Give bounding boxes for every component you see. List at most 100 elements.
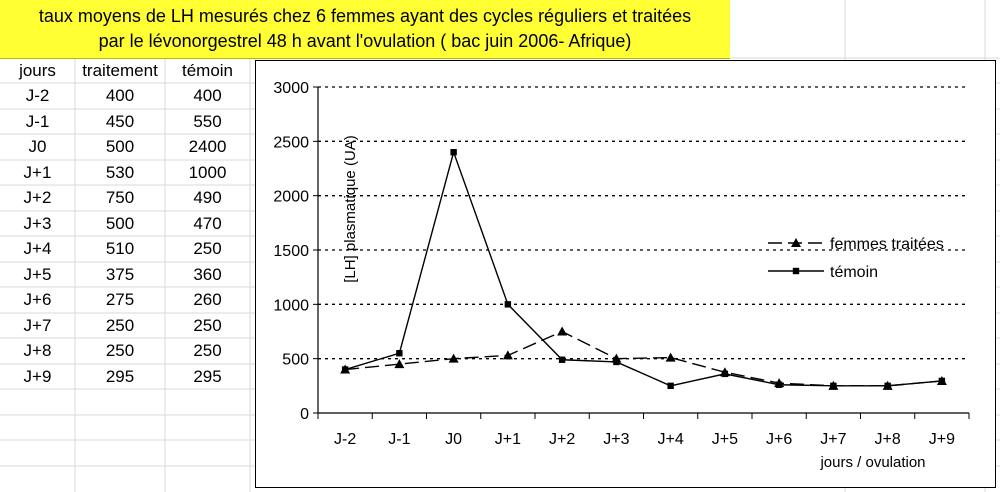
table-row: J-1 450 550 [0, 109, 250, 135]
table-cell[interactable]: 400 [105, 86, 135, 106]
series-temoin [341, 149, 946, 390]
x-tick-label: J-2 [334, 431, 356, 448]
table-cell[interactable]: J+5 [23, 264, 52, 284]
y-tick-label: 1000 [273, 297, 309, 314]
x-axis-label: jours / ovulation [819, 454, 925, 471]
table-header-row: jours traitement témoin [0, 58, 250, 84]
legend: femmes traitées témoin [768, 236, 944, 281]
data-point [667, 382, 674, 390]
x-tick-label: J+7 [820, 431, 846, 448]
table-cell[interactable]: 1000 [188, 162, 227, 182]
data-point [450, 149, 457, 156]
data-point [557, 326, 568, 336]
table-cell[interactable]: 260 [193, 290, 222, 310]
table-cell[interactable]: 375 [105, 264, 135, 284]
table-cell[interactable]: J-2 [25, 86, 50, 106]
data-point [558, 356, 566, 363]
column-header[interactable]: témoin [181, 60, 234, 80]
table-cell[interactable]: 250 [193, 315, 222, 335]
table-cell[interactable]: J-1 [25, 111, 50, 131]
y-tick-label: 2000 [273, 189, 309, 206]
x-tick-label: J+8 [875, 431, 901, 448]
table-row: J+4 510 250 [0, 237, 250, 263]
y-tick-label: 500 [282, 352, 309, 369]
data-point [884, 382, 891, 390]
legend-marker [792, 267, 800, 275]
x-tick-label: J+1 [495, 431, 521, 448]
data-point [341, 366, 349, 373]
data-point [775, 381, 783, 388]
table-cell[interactable]: J+4 [23, 239, 52, 259]
table-row: J+3 500 470 [0, 211, 250, 237]
table-cell[interactable]: 250 [105, 315, 135, 335]
chart-area[interactable]: 0 500 1000 1500 2000 2500 3000 J-2 J-1 J0 J+1 J+2 J+… [255, 60, 996, 488]
table-row: J+5 375 360 [0, 262, 250, 288]
table-cell[interactable]: 450 [105, 111, 135, 131]
table-cell[interactable]: 295 [105, 366, 135, 386]
y-tick-label: 1500 [273, 243, 309, 260]
y-tick-label: 3000 [273, 80, 309, 97]
series-line [344, 149, 942, 387]
table-cell[interactable]: 550 [193, 111, 222, 131]
table-cell[interactable]: J+7 [23, 315, 52, 335]
data-point [613, 358, 620, 366]
table-row: J+6 275 260 [0, 288, 250, 314]
table-cell[interactable]: 510 [105, 239, 135, 259]
y-tick-label: 0 [300, 406, 309, 423]
table-cell[interactable]: 2400 [188, 137, 227, 157]
x-tick-label: J+2 [549, 431, 575, 448]
table-cell[interactable]: 250 [105, 341, 135, 361]
data-point [504, 301, 512, 308]
table-cell[interactable]: 400 [193, 86, 222, 106]
data-point [830, 382, 837, 390]
table-cell[interactable]: 500 [105, 137, 135, 157]
legend-entry: femmes traitées [830, 236, 944, 253]
table-cell[interactable]: 250 [193, 239, 222, 259]
table-cell[interactable]: J+8 [23, 341, 52, 361]
table-cell[interactable]: J+6 [23, 290, 52, 310]
column-header[interactable]: traitement [82, 60, 158, 80]
legend-marker [791, 238, 801, 247]
table-cell[interactable]: J0 [28, 137, 47, 157]
lh-line-chart: 0 500 1000 1500 2000 2500 3000 J-2 J-1 J0 J+1 J+2 J+… [273, 80, 970, 471]
table-row: J+1 530 1000 [0, 160, 250, 186]
x-tick-label: J+3 [603, 431, 629, 448]
x-tick-label: J+5 [712, 431, 738, 448]
table-cell[interactable]: 500 [105, 213, 135, 233]
data-point [396, 350, 403, 357]
table-cell[interactable]: 295 [193, 366, 222, 386]
table-cell[interactable]: 275 [105, 290, 135, 310]
x-tick-label: J+9 [929, 431, 955, 448]
data-point [938, 377, 946, 385]
data-point [665, 352, 676, 362]
table-row: J+8 250 250 [0, 339, 250, 365]
y-tick-label: 2500 [273, 134, 309, 151]
table-cell[interactable]: 250 [193, 341, 222, 361]
sheet-title-line-2: par le lévonorgestrel 48 h avant l'ovula… [98, 31, 632, 51]
data-point [394, 359, 405, 369]
table-cell[interactable]: 360 [193, 264, 222, 284]
table-cell[interactable]: 530 [105, 162, 135, 182]
table-cell[interactable]: 750 [105, 188, 135, 208]
legend-entry: témoin [830, 264, 878, 281]
sheet-title: taux moyens de LH mesurés chez 6 femmes … [0, 0, 730, 59]
table-row: J+2 750 490 [0, 186, 250, 212]
table-cell[interactable]: J+2 [23, 188, 52, 208]
data-point [721, 370, 729, 378]
x-tick-label: J+6 [766, 431, 792, 448]
table-row: J+9 295 295 [0, 364, 250, 390]
table-cell[interactable]: J+1 [23, 162, 52, 182]
data-point [448, 353, 459, 363]
table-cell[interactable]: J+9 [23, 366, 52, 386]
x-tick-label: J-1 [388, 431, 410, 448]
table-cell[interactable]: 490 [193, 188, 222, 208]
x-tick-label: J0 [445, 431, 462, 448]
column-header[interactable]: jours [19, 60, 56, 80]
data-table: jours traitement témoin J-2 400 400 J-1 450 5… [0, 58, 250, 390]
y-axis-label: [LH] plasmatique (UA) [342, 135, 359, 283]
data-point [502, 350, 513, 360]
sheet-title-line-1: taux moyens de LH mesurés chez 6 femmes … [38, 6, 692, 26]
table-row: J+7 250 250 [0, 313, 250, 339]
table-cell[interactable]: 470 [193, 213, 222, 233]
table-cell[interactable]: J+3 [23, 213, 52, 233]
